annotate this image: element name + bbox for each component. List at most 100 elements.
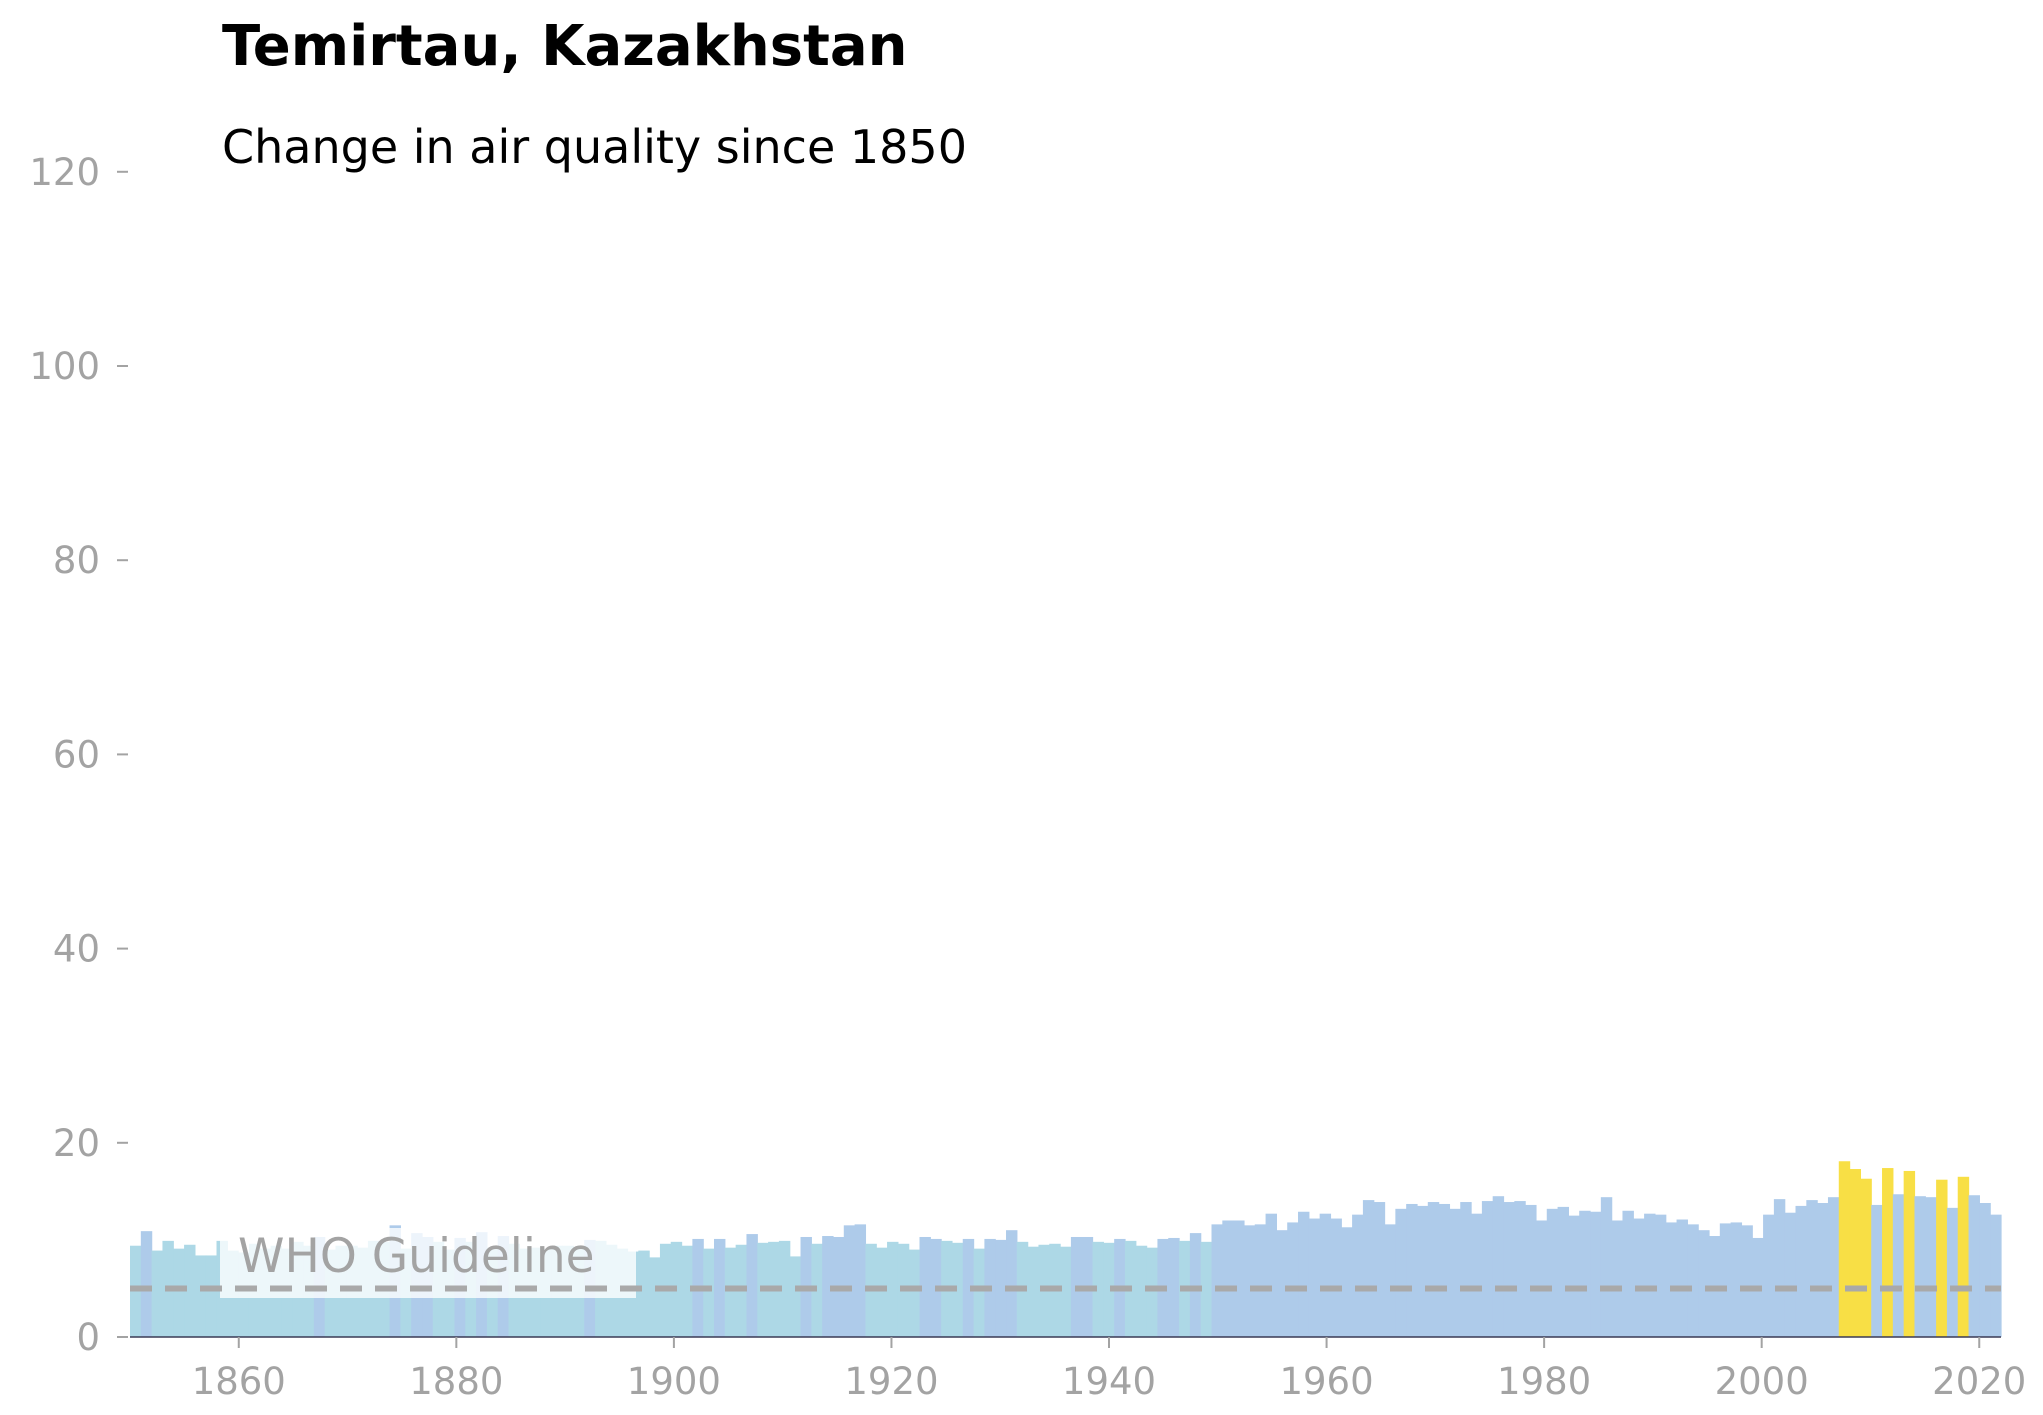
bar-1905 bbox=[724, 1247, 737, 1337]
bar-1930 bbox=[995, 1239, 1007, 1337]
bar-1914 bbox=[822, 1236, 834, 1337]
bar-2009 bbox=[1849, 1169, 1862, 1337]
bar-1903 bbox=[703, 1248, 715, 1337]
bar-1910 bbox=[778, 1240, 791, 1337]
bar-1980 bbox=[1535, 1220, 1548, 1337]
y-tick-label-20: 20 bbox=[53, 1122, 100, 1165]
bar-2007 bbox=[1827, 1197, 1840, 1337]
bar-2021 bbox=[1979, 1203, 1991, 1337]
x-tick-label-1980: 1980 bbox=[1497, 1360, 1591, 1403]
bar-1946 bbox=[1168, 1237, 1180, 1337]
bar-2015 bbox=[1914, 1196, 1926, 1337]
y-tick-label-100: 100 bbox=[29, 345, 100, 388]
bar-1993 bbox=[1676, 1219, 1688, 1337]
bar-1997 bbox=[1719, 1223, 1732, 1337]
bar-2001 bbox=[1763, 1214, 1775, 1337]
bar-1898 bbox=[649, 1257, 661, 1337]
bar-1972 bbox=[1449, 1208, 1461, 1337]
axis-layer: 0 20 40 60 80 100 120 1860 1880 1900 1920 1940 1960 1… bbox=[29, 151, 2026, 1403]
bar-1949 bbox=[1200, 1241, 1213, 1337]
bar-1926 bbox=[951, 1242, 964, 1337]
bar-1971 bbox=[1438, 1203, 1451, 1337]
bar-1961 bbox=[1330, 1218, 1342, 1337]
bar-1979 bbox=[1525, 1204, 1537, 1337]
bar-1966 bbox=[1384, 1224, 1396, 1337]
bar-2019 bbox=[1957, 1176, 1970, 1337]
bar-1936 bbox=[1060, 1246, 1072, 1337]
bar-1974 bbox=[1471, 1213, 1483, 1337]
bar-1985 bbox=[1590, 1211, 1602, 1337]
bar-1954 bbox=[1254, 1224, 1267, 1337]
bar-1968 bbox=[1406, 1203, 1418, 1337]
bar-1852 bbox=[151, 1250, 164, 1337]
bar-1981 bbox=[1546, 1208, 1559, 1337]
bar-2018 bbox=[1946, 1207, 1959, 1337]
bar-1994 bbox=[1687, 1224, 1699, 1337]
bar-2002 bbox=[1773, 1199, 1786, 1337]
bar-1998 bbox=[1730, 1222, 1743, 1337]
bar-1950 bbox=[1211, 1224, 1223, 1337]
bar-1901 bbox=[681, 1245, 693, 1337]
bar-2006 bbox=[1817, 1203, 1829, 1337]
bar-1928 bbox=[973, 1248, 985, 1337]
chart-title: Temirtau, Kazakhstan bbox=[222, 14, 908, 79]
bar-1986 bbox=[1600, 1197, 1613, 1337]
bar-1960 bbox=[1319, 1213, 1332, 1337]
bar-1952 bbox=[1233, 1220, 1245, 1337]
bar-1931 bbox=[1006, 1230, 1018, 1337]
bar-1978 bbox=[1514, 1201, 1526, 1337]
bar-1919 bbox=[876, 1247, 888, 1337]
x-tick-label-1960: 1960 bbox=[1279, 1360, 1373, 1403]
bar-1964 bbox=[1362, 1200, 1375, 1337]
bar-1983 bbox=[1568, 1215, 1580, 1338]
bar-1969 bbox=[1416, 1205, 1429, 1337]
bar-1987 bbox=[1611, 1220, 1624, 1337]
bar-1963 bbox=[1352, 1214, 1364, 1337]
bar-1897 bbox=[638, 1250, 650, 1337]
y-tick-label-40: 40 bbox=[53, 928, 100, 971]
bar-1990 bbox=[1644, 1213, 1656, 1337]
bar-1855 bbox=[184, 1244, 196, 1337]
bar-1939 bbox=[1092, 1241, 1104, 1337]
x-tick-label-1900: 1900 bbox=[627, 1360, 721, 1403]
bar-1917 bbox=[854, 1224, 867, 1337]
bar-1967 bbox=[1395, 1208, 1407, 1337]
bar-1973 bbox=[1460, 1202, 1472, 1337]
bar-1904 bbox=[714, 1238, 726, 1337]
y-tick-label-120: 120 bbox=[29, 151, 100, 194]
bar-1933 bbox=[1027, 1246, 1040, 1337]
bar-1857 bbox=[205, 1255, 218, 1337]
bar-1992 bbox=[1665, 1222, 1678, 1337]
bar-1956 bbox=[1276, 1230, 1288, 1337]
bar-1970 bbox=[1427, 1202, 1440, 1337]
bar-1982 bbox=[1557, 1206, 1569, 1337]
y-tick-label-0: 0 bbox=[76, 1316, 100, 1359]
bar-1913 bbox=[811, 1243, 823, 1337]
bar-1944 bbox=[1146, 1247, 1159, 1337]
y-tick-label-80: 80 bbox=[53, 539, 100, 582]
bar-2008 bbox=[1838, 1161, 1851, 1337]
bar-1991 bbox=[1654, 1214, 1667, 1337]
bar-1958 bbox=[1298, 1211, 1310, 1337]
y-tick-label-60: 60 bbox=[53, 733, 100, 776]
bar-2010 bbox=[1860, 1178, 1872, 1337]
bar-1965 bbox=[1373, 1202, 1386, 1337]
bar-2017 bbox=[1936, 1179, 1948, 1337]
bar-2014 bbox=[1903, 1170, 1916, 1337]
bar-1923 bbox=[919, 1236, 931, 1337]
chart-subtitle: Change in air quality since 1850 bbox=[222, 120, 967, 174]
x-tick-label-1880: 1880 bbox=[409, 1360, 503, 1403]
guideline-layer: WHO Guideline bbox=[130, 1228, 2001, 1298]
x-tick-label-1920: 1920 bbox=[844, 1360, 938, 1403]
bar-1976 bbox=[1492, 1196, 1505, 1337]
bar-1922 bbox=[908, 1249, 921, 1337]
x-tick-label-1940: 1940 bbox=[1062, 1360, 1156, 1403]
bar-1940 bbox=[1103, 1242, 1115, 1337]
bar-1995 bbox=[1698, 1230, 1710, 1337]
bar-1907 bbox=[746, 1234, 758, 1337]
bar-1962 bbox=[1341, 1227, 1353, 1337]
bar-1911 bbox=[789, 1256, 802, 1337]
bar-1851 bbox=[140, 1231, 153, 1337]
bar-1959 bbox=[1308, 1218, 1321, 1337]
